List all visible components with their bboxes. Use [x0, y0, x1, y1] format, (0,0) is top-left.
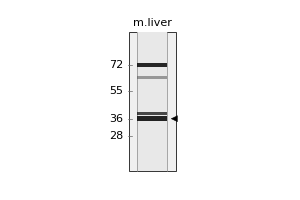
Text: 28: 28: [109, 131, 124, 141]
Bar: [137, 32, 166, 171]
Text: m.liver: m.liver: [133, 18, 171, 28]
Text: 36: 36: [110, 114, 124, 124]
Text: 55: 55: [110, 86, 124, 96]
Bar: [137, 112, 166, 115]
Text: 72: 72: [109, 60, 124, 70]
Bar: [137, 76, 166, 79]
Bar: [137, 116, 166, 121]
Bar: [129, 32, 176, 171]
Polygon shape: [171, 116, 178, 122]
Bar: [137, 63, 166, 67]
